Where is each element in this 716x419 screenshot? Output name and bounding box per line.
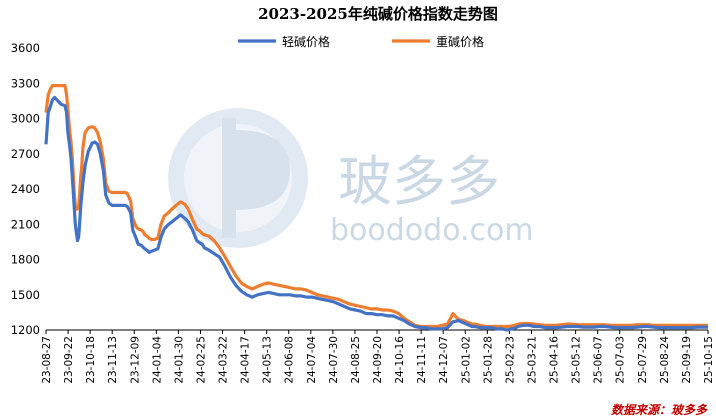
data-source-text: 数据来源：玻多多 <box>611 403 708 417</box>
x-tick-label: 24-04-17 <box>240 336 252 384</box>
x-axis: 23-08-27 23-09-22 23-10-18 23-11-13 23-12-09… <box>41 329 715 384</box>
x-tick-label: 24-12-07 <box>438 336 450 384</box>
x-tick-label: 24-08-25 <box>350 336 362 384</box>
x-tick-label: 25-07-29 <box>637 336 649 384</box>
x-tick-label: 24-09-20 <box>372 336 384 384</box>
x-tick-label: 25-07-03 <box>615 336 627 384</box>
x-tick-label: 24-01-04 <box>151 336 163 384</box>
x-tick-label: 24-07-04 <box>306 336 318 384</box>
x-tick-label: 25-10-15 <box>703 336 715 384</box>
series-line-light-soda <box>44 95 708 332</box>
x-tick-label: 24-06-08 <box>284 336 296 384</box>
x-tick-label: 24-05-13 <box>262 336 274 384</box>
y-tick-label: 1800 <box>11 253 40 267</box>
chart-title: 2023-2025年纯碱价格指数走势图 <box>258 5 498 23</box>
y-axis: 1200 1500 1800 2100 2400 2700 3000 3300 3600 <box>11 41 40 337</box>
x-tick-label: 23-12-09 <box>129 336 141 384</box>
series-line-heavy-soda <box>44 84 708 329</box>
y-tick-label: 1500 <box>11 288 40 302</box>
x-tick-label: 25-08-24 <box>659 336 671 384</box>
x-tick-label: 25-09-19 <box>681 336 693 384</box>
x-tick-label: 25-01-02 <box>460 336 472 384</box>
x-tick-label: 23-10-18 <box>85 336 97 384</box>
x-tick-label: 23-11-13 <box>107 336 119 384</box>
watermark-url-text: boododo.com <box>330 213 534 248</box>
y-tick-label: 2700 <box>11 147 40 161</box>
x-tick-label: 25-05-12 <box>571 336 583 384</box>
x-tick-label: 25-03-21 <box>526 336 538 384</box>
legend-label: 轻碱价格 <box>282 34 330 49</box>
y-tick-label: 3000 <box>11 112 40 126</box>
y-tick-label: 3300 <box>11 76 40 90</box>
legend: 轻碱价格 重碱价格 <box>238 34 484 49</box>
x-tick-label: 24-11-11 <box>416 336 428 384</box>
plot-area <box>44 84 708 332</box>
y-tick-label: 1200 <box>11 323 40 337</box>
x-tick-label: 24-10-16 <box>394 336 406 384</box>
y-tick-label: 2100 <box>11 217 40 231</box>
x-tick-label: 23-09-22 <box>63 336 75 384</box>
y-tick-label: 2400 <box>11 182 40 196</box>
x-tick-label: 24-01-30 <box>173 336 185 384</box>
y-tick-label: 3600 <box>11 41 40 55</box>
legend-label: 重碱价格 <box>436 34 484 49</box>
x-tick-label: 25-06-07 <box>593 336 605 384</box>
watermark-brand-text: 玻多多 <box>338 150 500 213</box>
x-tick-label: 25-01-28 <box>482 336 494 384</box>
x-tick-label: 25-04-16 <box>549 336 561 384</box>
x-tick-label: 24-02-25 <box>195 336 207 384</box>
x-tick-label: 23-08-27 <box>41 336 53 384</box>
x-tick-label: 25-02-23 <box>504 336 516 384</box>
x-tick-label: 24-03-22 <box>218 336 230 384</box>
x-tick-label: 24-07-30 <box>328 336 340 384</box>
watermark-logo <box>168 108 308 248</box>
